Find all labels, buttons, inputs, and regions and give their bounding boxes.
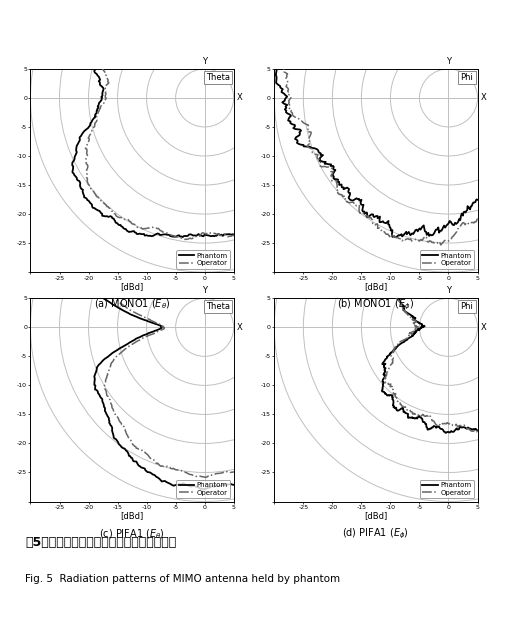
Text: Y: Y (202, 57, 207, 66)
Text: (a) MONO1 ($E_{\theta}$): (a) MONO1 ($E_{\theta}$) (94, 298, 170, 311)
Text: (c) PIFA1 ($E_{\theta}$): (c) PIFA1 ($E_{\theta}$) (99, 527, 165, 541)
Text: 第5図　ファントム保持における放射指向性: 第5図 ファントム保持における放射指向性 (25, 536, 177, 549)
Text: (d) PIFA1 ($E_{\phi}$): (d) PIFA1 ($E_{\phi}$) (342, 527, 409, 541)
Text: Y: Y (446, 286, 451, 295)
Text: Phi: Phi (461, 73, 473, 82)
Text: Y: Y (202, 286, 207, 295)
Legend: Phantom, Operator: Phantom, Operator (420, 250, 474, 268)
Legend: Phantom, Operator: Phantom, Operator (176, 480, 230, 498)
Text: X: X (237, 94, 242, 102)
X-axis label: [dBd]: [dBd] (120, 512, 144, 520)
Text: X: X (237, 323, 242, 332)
X-axis label: [dBd]: [dBd] (120, 282, 144, 291)
Text: X: X (481, 94, 486, 102)
Text: (b) MONO1 ($E_{\phi}$): (b) MONO1 ($E_{\phi}$) (337, 298, 415, 312)
X-axis label: [dBd]: [dBd] (364, 282, 388, 291)
Text: Theta: Theta (206, 73, 230, 82)
Legend: Phantom, Operator: Phantom, Operator (176, 250, 230, 268)
X-axis label: [dBd]: [dBd] (364, 512, 388, 520)
Legend: Phantom, Operator: Phantom, Operator (420, 480, 474, 498)
Text: X: X (481, 323, 486, 332)
Text: Fig. 5  Radiation patterns of MIMO antenna held by phantom: Fig. 5 Radiation patterns of MIMO antenn… (25, 574, 340, 583)
Text: Phi: Phi (461, 303, 473, 311)
Text: Y: Y (446, 57, 451, 66)
Text: Theta: Theta (206, 303, 230, 311)
